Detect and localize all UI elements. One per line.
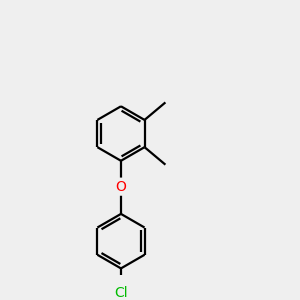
Text: Cl: Cl [114,286,128,300]
Text: O: O [116,180,126,194]
